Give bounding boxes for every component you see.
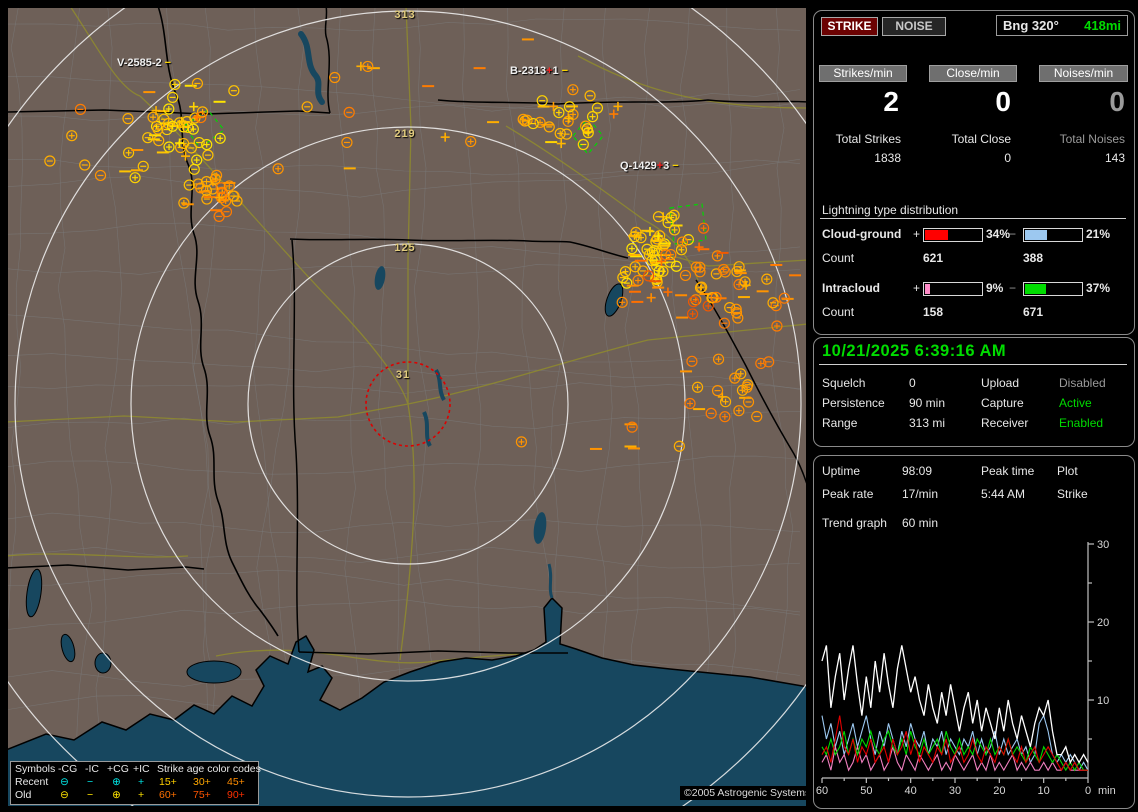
svg-text:0: 0 xyxy=(1085,785,1091,797)
circle-minus-icon: ⊖ xyxy=(60,789,69,801)
plus-sign: + xyxy=(913,227,921,241)
strike-symbols xyxy=(44,38,802,452)
plus-icon: + xyxy=(138,789,145,801)
distribution-header: Lightning type distribution xyxy=(822,203,959,217)
total-close-value: 0 xyxy=(1004,151,1011,165)
intracloud-counts: Count 158 671 xyxy=(822,305,1044,319)
bearing-value: Bng 320° xyxy=(1003,18,1059,33)
svg-text:60: 60 xyxy=(816,785,828,797)
noises-per-min-value: 0 xyxy=(1109,86,1125,117)
bearing-readout: Bng 320° 418mi xyxy=(996,15,1128,36)
receiver-state: Enabled xyxy=(1059,416,1104,430)
strikes-per-min-button[interactable]: Strikes/min xyxy=(819,65,907,82)
svg-text:20: 20 xyxy=(993,785,1005,797)
svg-text:20: 20 xyxy=(1097,617,1109,629)
total-close-label: Total Close xyxy=(951,132,1011,146)
intracloud-row: Intracloud + 9% − 37% xyxy=(822,281,1111,296)
squelch-label: Squelch xyxy=(822,376,866,390)
status-panel: 10/21/2025 6:39:16 AM Squelch 0 Persiste… xyxy=(813,337,1135,447)
svg-text:min: min xyxy=(1098,785,1116,797)
svg-text:30: 30 xyxy=(949,785,961,797)
road-lines xyxy=(8,8,806,664)
plus-sign: + xyxy=(913,281,921,295)
ring-label-313: 313 xyxy=(394,9,416,21)
peak-rate-value: 17/min xyxy=(902,487,939,501)
storm-cell-label: Q-1429+3− xyxy=(620,160,679,172)
circle-plus-icon: ⊕ xyxy=(112,789,121,801)
map-legend: Symbols -CG -IC +CG +IC Strike age color… xyxy=(10,761,261,805)
range-label: Range xyxy=(822,416,858,430)
radar-map[interactable]: 313 219 125 31 V-2585-2− B-2313+1− Q-1429+3− … xyxy=(8,8,806,806)
receiver-label: Receiver xyxy=(981,416,1029,430)
plot-label: Plot xyxy=(1057,464,1078,478)
persistence-value: 90 min xyxy=(909,396,946,410)
svg-text:50: 50 xyxy=(860,785,872,797)
squelch-value: 0 xyxy=(909,376,916,390)
total-strikes-value: 1838 xyxy=(874,151,901,165)
state-borders xyxy=(8,8,806,655)
counters-panel: STRIKE NOISE Bng 320° 418mi Strikes/min … xyxy=(813,10,1135,335)
legend-age-header: Strike age color codes xyxy=(157,763,261,775)
minus-sign: − xyxy=(1009,227,1017,241)
copyright-text: ©2005 Astrogenic Systems xyxy=(680,786,806,800)
circle-minus-icon: ⊖ xyxy=(60,776,69,788)
trend-graph: 10 20 30 0 10 20 30 40 50 60 min xyxy=(816,539,1116,797)
trend-panel: Uptime 98:09 Peak time Plot Peak rate 17… xyxy=(813,455,1135,809)
range-value: 313 mi xyxy=(909,416,946,430)
ring-label-125: 125 xyxy=(394,242,416,254)
capture-label: Capture xyxy=(981,396,1024,410)
uptime-value: 98:09 xyxy=(902,464,933,478)
upload-label: Upload xyxy=(981,376,1020,390)
svg-text:10: 10 xyxy=(1038,785,1050,797)
cg-minus-bar xyxy=(1023,228,1083,242)
svg-text:10: 10 xyxy=(1097,695,1109,707)
noises-per-min-button[interactable]: Noises/min xyxy=(1039,65,1128,82)
storm-cell-label: B-2313+1− xyxy=(510,65,569,77)
ring-label-31: 31 xyxy=(395,369,411,381)
legend-symbols-header: Symbols xyxy=(15,763,56,775)
total-noises-label: Total Noises xyxy=(1059,132,1125,146)
storm-cell-label: V-2585-2− xyxy=(117,57,172,69)
minus-icon: − xyxy=(87,776,94,788)
noise-mode-button[interactable]: NOISE xyxy=(882,17,946,36)
trend-window-value: 60 min xyxy=(902,516,939,530)
close-alarm-ring xyxy=(365,361,451,447)
storm-tracker-boxes xyxy=(183,109,707,245)
peak-time-value: 5:44 AM xyxy=(981,487,1026,501)
ic-plus-bar xyxy=(923,282,983,296)
persistence-label: Persistence xyxy=(822,396,885,410)
ring-label-219: 219 xyxy=(394,128,416,140)
upload-state: Disabled xyxy=(1059,376,1106,390)
map-canvas xyxy=(8,8,806,806)
close-per-min-value: 0 xyxy=(995,86,1011,117)
ic-minus-bar xyxy=(1023,282,1083,296)
plus-icon: + xyxy=(138,776,145,788)
strike-mode-button[interactable]: STRIKE xyxy=(821,17,878,36)
water-bodies xyxy=(8,31,806,806)
minus-sign: − xyxy=(1009,281,1017,295)
plot-value: Strike xyxy=(1057,487,1088,501)
capture-state: Active xyxy=(1059,396,1092,410)
close-per-min-button[interactable]: Close/min xyxy=(929,65,1017,82)
svg-text:40: 40 xyxy=(905,785,917,797)
peak-time-label: Peak time xyxy=(981,464,1035,478)
uptime-label: Uptime xyxy=(822,464,861,478)
strikes-per-min-value: 2 xyxy=(883,86,899,117)
cloud-ground-counts: Count 621 388 xyxy=(822,251,1044,265)
datetime-display: 10/21/2025 6:39:16 AM xyxy=(822,342,1007,360)
minus-icon: − xyxy=(87,789,94,801)
cloud-ground-row: Cloud-ground + 34% − 21% xyxy=(822,227,1111,242)
peak-rate-label: Peak rate xyxy=(822,487,874,501)
total-noises-value: 143 xyxy=(1104,151,1125,165)
cg-plus-bar xyxy=(923,228,983,242)
total-strikes-label: Total Strikes xyxy=(835,132,901,146)
trend-graph-label: Trend graph xyxy=(822,516,887,530)
svg-text:30: 30 xyxy=(1097,539,1109,551)
distance-value: 418mi xyxy=(1084,18,1121,33)
circle-plus-icon: ⊕ xyxy=(112,776,121,788)
